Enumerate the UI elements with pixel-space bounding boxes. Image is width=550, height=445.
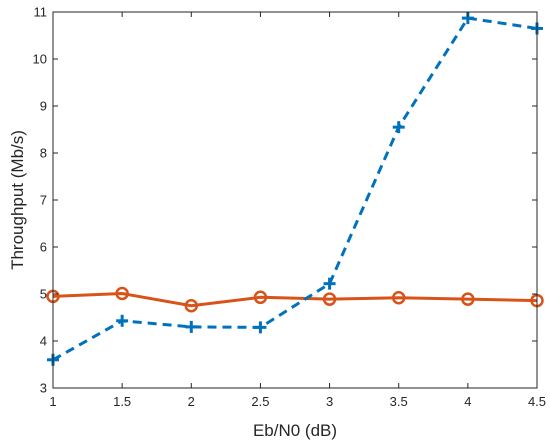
x-tick-label: 4 [464, 394, 471, 409]
plot-frame [52, 11, 538, 389]
series-layer [46, 12, 544, 366]
series-1-point [461, 292, 475, 306]
series-1-point [115, 286, 129, 301]
x-tick-label: 4.5 [528, 394, 546, 409]
series-1-point [322, 292, 337, 306]
y-tick-label: 10 [33, 52, 47, 67]
series-2-point [116, 314, 129, 327]
y-tick-label: 9 [40, 99, 47, 114]
x-tick-label: 1 [49, 394, 56, 409]
series-2-point [185, 320, 198, 333]
series-1-point [253, 290, 268, 305]
x-tick-label: 3.5 [390, 394, 408, 409]
series-1-line [52, 292, 538, 308]
series-2-line [52, 16, 538, 362]
y-tick-label: 3 [40, 381, 47, 396]
series-2-point [392, 121, 405, 134]
ticks-layer: 1 1.5 2 2.5 3 3.5 4 4.5 3 4 5 6 7 8 9 10 11 [33, 5, 547, 410]
y-axis-label: Throughput (Mb/s) [8, 130, 27, 270]
y-tick-label: 5 [40, 287, 47, 302]
x-tick-label: 2.5 [251, 394, 269, 409]
series-1-point [391, 291, 406, 305]
series-1-point [184, 299, 199, 313]
x-tick-label: 2 [188, 394, 195, 409]
series-2-point [254, 321, 267, 334]
x-tick-label: 3 [326, 394, 333, 409]
y-tick-label: 6 [40, 240, 47, 255]
x-tick-label: 1.5 [113, 394, 131, 409]
series-2-point [323, 277, 336, 290]
y-tick-label: 11 [34, 5, 48, 20]
y-tick-label: 4 [40, 334, 47, 349]
y-tick-label: 7 [40, 193, 47, 208]
x-axis-label: Eb/N0 (dB) [253, 421, 337, 440]
y-tick-label: 8 [40, 146, 47, 161]
